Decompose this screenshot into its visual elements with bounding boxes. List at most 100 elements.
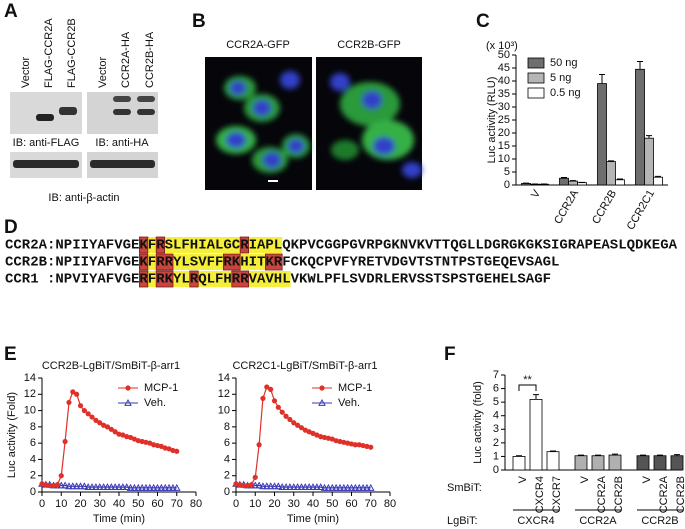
point bbox=[332, 483, 340, 491]
point bbox=[351, 483, 360, 491]
legend-label: Veh. bbox=[338, 397, 360, 409]
point bbox=[301, 483, 310, 491]
x-axis-label: Time (min) bbox=[287, 513, 339, 525]
point bbox=[145, 483, 154, 491]
image-caption: CCR2A-GFP bbox=[226, 39, 290, 51]
residues: IGRAPEA bbox=[551, 238, 610, 254]
residues: SLFHIALGC bbox=[165, 238, 241, 254]
point bbox=[47, 482, 53, 489]
point bbox=[286, 483, 294, 491]
bar bbox=[653, 455, 667, 471]
residues: TST bbox=[417, 255, 442, 271]
x-tick-label: 80 bbox=[384, 498, 396, 510]
panel-label: B bbox=[192, 11, 206, 32]
bar bbox=[670, 455, 684, 471]
legend-swatch bbox=[527, 72, 545, 84]
group-label: CCR2B bbox=[641, 515, 678, 527]
residues: ST bbox=[459, 272, 476, 288]
point bbox=[363, 483, 371, 491]
residues: R bbox=[190, 272, 199, 288]
y-tick-label: 25 bbox=[498, 114, 510, 126]
band bbox=[137, 109, 155, 115]
residues: RR bbox=[156, 255, 173, 271]
point bbox=[291, 420, 297, 426]
y-tick-label: 2 bbox=[493, 437, 499, 449]
band bbox=[13, 160, 79, 168]
error-bar bbox=[674, 454, 680, 456]
residues: K bbox=[139, 238, 148, 254]
row-label: SmBiT: bbox=[447, 482, 482, 494]
point bbox=[328, 483, 337, 491]
legend-label: MCP-1 bbox=[338, 382, 372, 394]
panel-label: E bbox=[4, 344, 17, 365]
y-axis-label: Luc activity (RLU) bbox=[486, 77, 498, 164]
y-tick-label: 35 bbox=[498, 88, 510, 100]
significance-label: ** bbox=[523, 374, 532, 386]
error-bar bbox=[578, 454, 584, 456]
point bbox=[319, 385, 325, 391]
point bbox=[112, 429, 118, 435]
bar bbox=[568, 180, 578, 186]
point bbox=[174, 448, 180, 454]
point bbox=[271, 398, 278, 404]
point bbox=[62, 438, 68, 445]
highlight bbox=[248, 237, 283, 253]
point bbox=[80, 482, 89, 490]
residues: S bbox=[610, 238, 618, 254]
bar bbox=[653, 176, 663, 186]
residues: YL bbox=[173, 272, 190, 288]
probe-label: IB: anti-FLAG bbox=[13, 137, 80, 149]
highlight bbox=[147, 254, 157, 270]
point bbox=[58, 473, 64, 479]
point bbox=[295, 422, 301, 428]
error-bar bbox=[657, 454, 663, 456]
y-tick-label: 6 bbox=[493, 382, 499, 394]
cells bbox=[216, 71, 310, 173]
x-tick-label: 80 bbox=[190, 498, 202, 510]
point bbox=[359, 483, 367, 491]
bar bbox=[512, 456, 526, 471]
band bbox=[113, 109, 131, 115]
y-tick-label: 0 bbox=[493, 464, 499, 476]
residues: VDRLERV bbox=[358, 272, 417, 288]
residues: QGLLDGRGKGK bbox=[450, 238, 543, 254]
y-tick-label: 10 bbox=[218, 404, 230, 416]
point bbox=[161, 483, 170, 491]
error-bar bbox=[608, 160, 614, 162]
x-tick-label: CXCR7 bbox=[551, 476, 563, 513]
point bbox=[138, 483, 146, 491]
x-tick-label: 20 bbox=[74, 498, 86, 510]
point bbox=[95, 483, 104, 491]
point bbox=[352, 442, 358, 448]
highlight bbox=[138, 236, 149, 254]
scale-bar bbox=[268, 180, 278, 182]
residues: R bbox=[156, 238, 165, 254]
y-tick-label: 2 bbox=[224, 470, 230, 482]
chart-title: CCR2B-LgBiT/SmBiT-β-arr1 bbox=[42, 360, 180, 372]
point bbox=[153, 483, 162, 491]
point bbox=[305, 483, 313, 491]
point bbox=[282, 483, 290, 491]
x-tick-label: CCR2B bbox=[675, 476, 685, 513]
residues: IAPL bbox=[249, 238, 283, 254]
chart-title: CCR2C1-LgBiT/SmBiT-β-arr1 bbox=[232, 360, 377, 372]
error-bar bbox=[640, 454, 646, 456]
lane-label: Vector bbox=[20, 56, 32, 88]
residues: K bbox=[139, 255, 148, 271]
lane-label: FLAG-CCR2A bbox=[43, 18, 55, 88]
point bbox=[336, 483, 344, 491]
x-tick-label: V bbox=[579, 475, 591, 483]
point bbox=[274, 482, 283, 490]
x-tick-label: CCR2B bbox=[590, 188, 619, 226]
y-axis-label: Luc activity (fold) bbox=[472, 381, 484, 464]
residues: NPIIYAFVGE bbox=[55, 238, 139, 254]
highlight bbox=[164, 237, 241, 253]
panel-label: D bbox=[4, 217, 18, 238]
point bbox=[99, 483, 108, 491]
x-tick-label: V bbox=[517, 475, 529, 483]
y-tick-label: 6 bbox=[30, 437, 36, 449]
bar bbox=[577, 182, 587, 186]
x-tick-label: CXCR4 bbox=[534, 476, 546, 513]
point bbox=[92, 483, 100, 491]
